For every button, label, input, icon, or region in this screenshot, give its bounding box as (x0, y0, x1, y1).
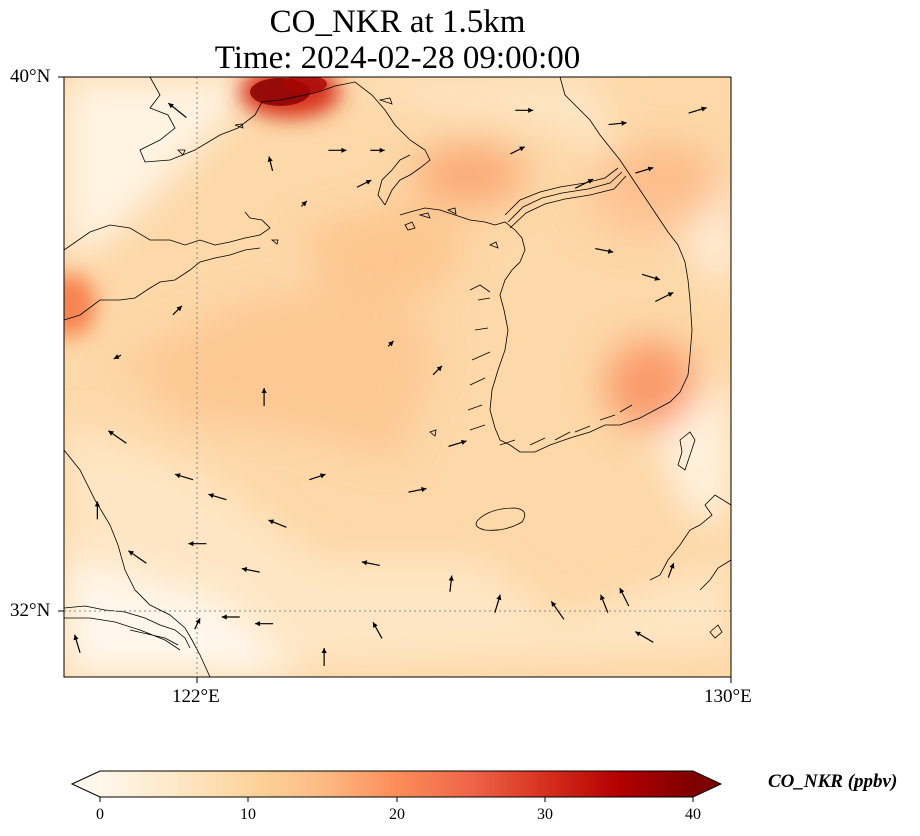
axis-ticks (58, 76, 732, 683)
wind-arrow (387, 340, 394, 347)
wind-arrow (635, 166, 654, 174)
colorbar-tick-10: 10 (240, 806, 256, 823)
wind-arrow (688, 106, 707, 114)
coastline-shandong (64, 211, 271, 321)
colorbar-label: CO_NKR (ppbv) (768, 771, 898, 792)
wind-arrow (108, 430, 127, 444)
coastline-yangtze (64, 605, 191, 651)
river-border (504, 167, 627, 229)
wind-arrow (321, 648, 327, 666)
wind-arrow (128, 550, 147, 564)
map-title: CO_NKR at 1.5km (269, 4, 526, 40)
colorbar-extend-max (693, 771, 721, 797)
colorbar-extend-min (72, 771, 100, 797)
wind-arrow (328, 147, 347, 153)
wind-arrow (261, 388, 267, 406)
wind-arrow (356, 179, 372, 188)
wind-arrow (309, 473, 326, 481)
wind-arrow (267, 156, 274, 172)
wind-arrow (221, 614, 240, 620)
wind-arrow (372, 621, 383, 639)
gridlines (64, 77, 731, 677)
lat-tick-40n: 40°N (10, 66, 51, 87)
wind-arrow (667, 562, 675, 578)
wind-arrow (168, 102, 187, 119)
wind-vectors (73, 102, 707, 666)
wind-arrow (268, 519, 287, 528)
wind-arrow (494, 594, 502, 613)
wind-arrow (188, 541, 207, 547)
colorbar-tick-20: 20 (389, 806, 405, 823)
wind-arrow (655, 291, 674, 303)
wind-arrow (574, 178, 594, 189)
coastlines (64, 77, 731, 677)
co-concentration-field (64, 77, 731, 677)
wind-arrow (174, 473, 194, 481)
wind-arrow (73, 634, 81, 653)
map-subtitle: Time: 2024-02-28 09:00:00 (214, 40, 581, 76)
wind-arrow (300, 200, 308, 207)
wind-arrow (634, 631, 654, 643)
lon-tick-122e: 122°E (172, 686, 220, 707)
wind-arrow (595, 247, 614, 254)
tsushima-island (677, 431, 696, 471)
coastline-liaodong (377, 154, 411, 206)
wind-arrow (370, 147, 385, 153)
map-frame (63, 76, 732, 678)
wind-arrow (172, 305, 183, 316)
wind-arrow (113, 354, 122, 360)
wind-arrow (600, 594, 609, 613)
colorbar-tick-0: 0 (96, 806, 104, 823)
wind-arrow (194, 617, 201, 630)
wind-arrow (208, 493, 227, 501)
jeju-island (475, 507, 526, 531)
coastline-korea (399, 77, 693, 453)
lat-tick-32n: 32°N (10, 600, 51, 621)
wind-arrow (515, 107, 534, 113)
wind-arrow (255, 621, 274, 627)
colorbar-tick-30: 30 (537, 806, 553, 823)
wind-arrow (619, 587, 630, 607)
colorbar-gradient (100, 771, 693, 797)
coastline-china-south (64, 449, 211, 677)
coastline-bohai (139, 77, 431, 206)
colorbar-tick-40: 40 (685, 806, 701, 823)
wind-arrow (510, 146, 526, 155)
lon-tick-130e: 130°E (704, 686, 752, 707)
coastline-korea-islands (467, 284, 633, 446)
wind-arrow (361, 560, 380, 567)
wind-arrow (608, 120, 627, 126)
colorbar (70, 770, 723, 802)
wind-arrow (408, 486, 427, 493)
wind-arrow (448, 439, 467, 447)
wind-arrow (241, 566, 260, 573)
wind-arrow (550, 600, 565, 620)
coastline-kyushu (649, 494, 731, 639)
wind-arrow (641, 273, 661, 281)
wind-arrow (448, 575, 454, 592)
wind-arrow (432, 365, 443, 376)
wind-arrow (94, 501, 100, 520)
